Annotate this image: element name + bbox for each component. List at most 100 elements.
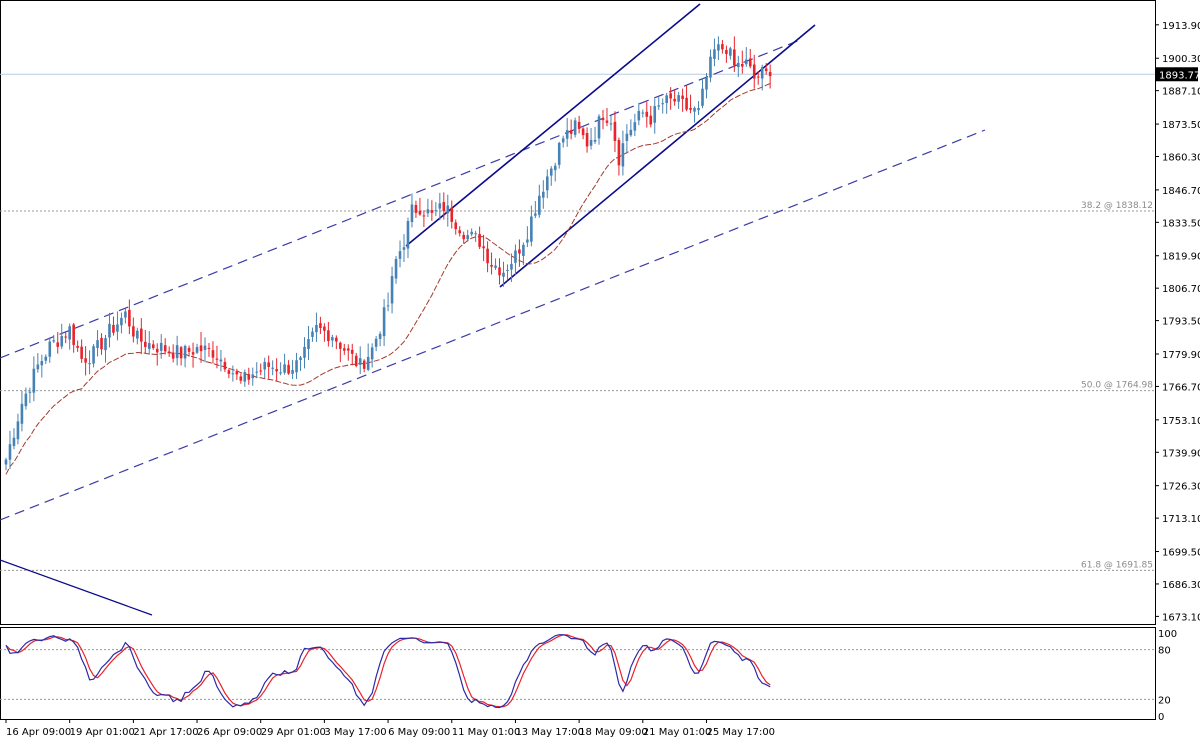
candle-body bbox=[764, 68, 768, 72]
candle-body bbox=[677, 95, 680, 102]
candle-body bbox=[737, 62, 740, 67]
candle-body bbox=[346, 348, 350, 351]
candle-body bbox=[151, 344, 155, 349]
candle-body bbox=[287, 364, 290, 374]
price-tick-label: 1806.70 bbox=[1162, 284, 1200, 295]
candle-body bbox=[713, 49, 716, 59]
candle-body bbox=[366, 356, 370, 370]
candle-body bbox=[565, 130, 569, 139]
candle-body bbox=[506, 269, 509, 271]
candle-body bbox=[8, 444, 12, 460]
price-tick-label: 1686.30 bbox=[1162, 580, 1200, 591]
candle-body bbox=[108, 323, 111, 338]
candle-body bbox=[144, 341, 147, 347]
candle-body bbox=[545, 176, 549, 191]
candle-body bbox=[140, 328, 143, 342]
candle-body bbox=[56, 342, 60, 347]
candle-body bbox=[549, 168, 553, 176]
descending-trendline[interactable] bbox=[0, 559, 153, 616]
candle-body bbox=[569, 130, 573, 134]
time-tick-label: 21 Apr 17:00 bbox=[133, 727, 198, 738]
candle-body bbox=[167, 351, 171, 353]
candle-body bbox=[255, 371, 259, 373]
candle-body bbox=[386, 305, 390, 307]
candle-body bbox=[637, 110, 641, 121]
candle-body bbox=[514, 250, 517, 263]
candle-body bbox=[370, 347, 374, 360]
candle-body bbox=[271, 367, 274, 369]
candle-body bbox=[358, 358, 362, 365]
candle-body bbox=[673, 98, 676, 102]
price-tick-label: 1699.50 bbox=[1162, 548, 1200, 559]
main-pane[interactable]: 38.2 @ 1838.12 50.0 @ 1764.98 61.8 @ 1691.… bbox=[0, 0, 1156, 625]
candle-body bbox=[374, 338, 378, 347]
candle-body bbox=[685, 97, 688, 110]
candle-body bbox=[259, 370, 263, 372]
candle-body bbox=[20, 403, 24, 424]
fib-level-label: 50.0 @ 1764.98 bbox=[1081, 381, 1153, 391]
candle-body bbox=[410, 204, 414, 222]
price-tick-label: 1726.30 bbox=[1162, 482, 1200, 493]
candle-body bbox=[315, 324, 318, 333]
candle-body bbox=[64, 336, 67, 338]
candle-body bbox=[406, 220, 410, 249]
candle-body bbox=[211, 350, 215, 358]
price-tick-label: 1779.90 bbox=[1162, 350, 1200, 361]
lower-channel-trendline[interactable] bbox=[0, 129, 986, 521]
candle-body bbox=[665, 95, 668, 104]
price-tick-label: 1900.30 bbox=[1162, 54, 1200, 65]
candle-body bbox=[32, 368, 36, 393]
candle-body bbox=[438, 203, 442, 209]
candle-body bbox=[641, 112, 645, 114]
candle-body bbox=[729, 48, 732, 56]
candle-body bbox=[538, 195, 541, 215]
candle-body bbox=[434, 210, 438, 212]
candle-body bbox=[557, 142, 561, 165]
oscillator-pane[interactable] bbox=[0, 627, 1156, 720]
candle-body bbox=[482, 246, 485, 249]
candle-body bbox=[163, 345, 167, 352]
candle-body bbox=[573, 120, 577, 135]
candle-body bbox=[247, 374, 251, 380]
candle-body bbox=[510, 263, 513, 270]
candle-body bbox=[378, 333, 382, 339]
stochastic-signal-line bbox=[5, 634, 771, 708]
candle-body bbox=[430, 210, 434, 213]
candle-body bbox=[709, 56, 712, 78]
candle-body bbox=[291, 369, 294, 374]
candle-body bbox=[621, 143, 625, 167]
candle-body bbox=[422, 215, 426, 217]
candle-body bbox=[470, 231, 473, 235]
candle-body bbox=[657, 105, 661, 107]
candle-body bbox=[171, 352, 175, 359]
candle-body bbox=[617, 139, 621, 166]
candle-body bbox=[354, 355, 358, 366]
candle-body bbox=[4, 459, 8, 465]
time-tick-label: 6 May 09:00 bbox=[388, 727, 450, 738]
price-tick-label: 1860.30 bbox=[1162, 152, 1200, 163]
candle-body bbox=[534, 213, 537, 216]
candle-body bbox=[542, 191, 545, 198]
oscillator-tick-label: 80 bbox=[1158, 646, 1171, 657]
candle-body bbox=[478, 234, 481, 247]
time-tick-label: 18 May 09:00 bbox=[579, 727, 648, 738]
candle-body bbox=[446, 205, 450, 214]
candle-body bbox=[494, 265, 497, 268]
candle-body bbox=[350, 349, 354, 354]
candle-body bbox=[748, 58, 752, 67]
candle-body bbox=[339, 342, 342, 349]
candle-body bbox=[613, 121, 617, 141]
price-tick-label: 1753.10 bbox=[1162, 416, 1200, 427]
candle-body bbox=[450, 207, 454, 222]
price-tick-label: 1846.70 bbox=[1162, 186, 1200, 197]
candle-body bbox=[633, 122, 637, 131]
candle-body bbox=[466, 235, 469, 240]
candle-body bbox=[462, 234, 465, 240]
rising-channel-upper-line[interactable] bbox=[405, 3, 701, 247]
candle-body bbox=[733, 49, 736, 66]
candle-body bbox=[530, 216, 533, 242]
candle-body bbox=[96, 340, 99, 349]
moving-average-line bbox=[5, 83, 771, 475]
oscillator-tick-label: 20 bbox=[1158, 695, 1171, 706]
